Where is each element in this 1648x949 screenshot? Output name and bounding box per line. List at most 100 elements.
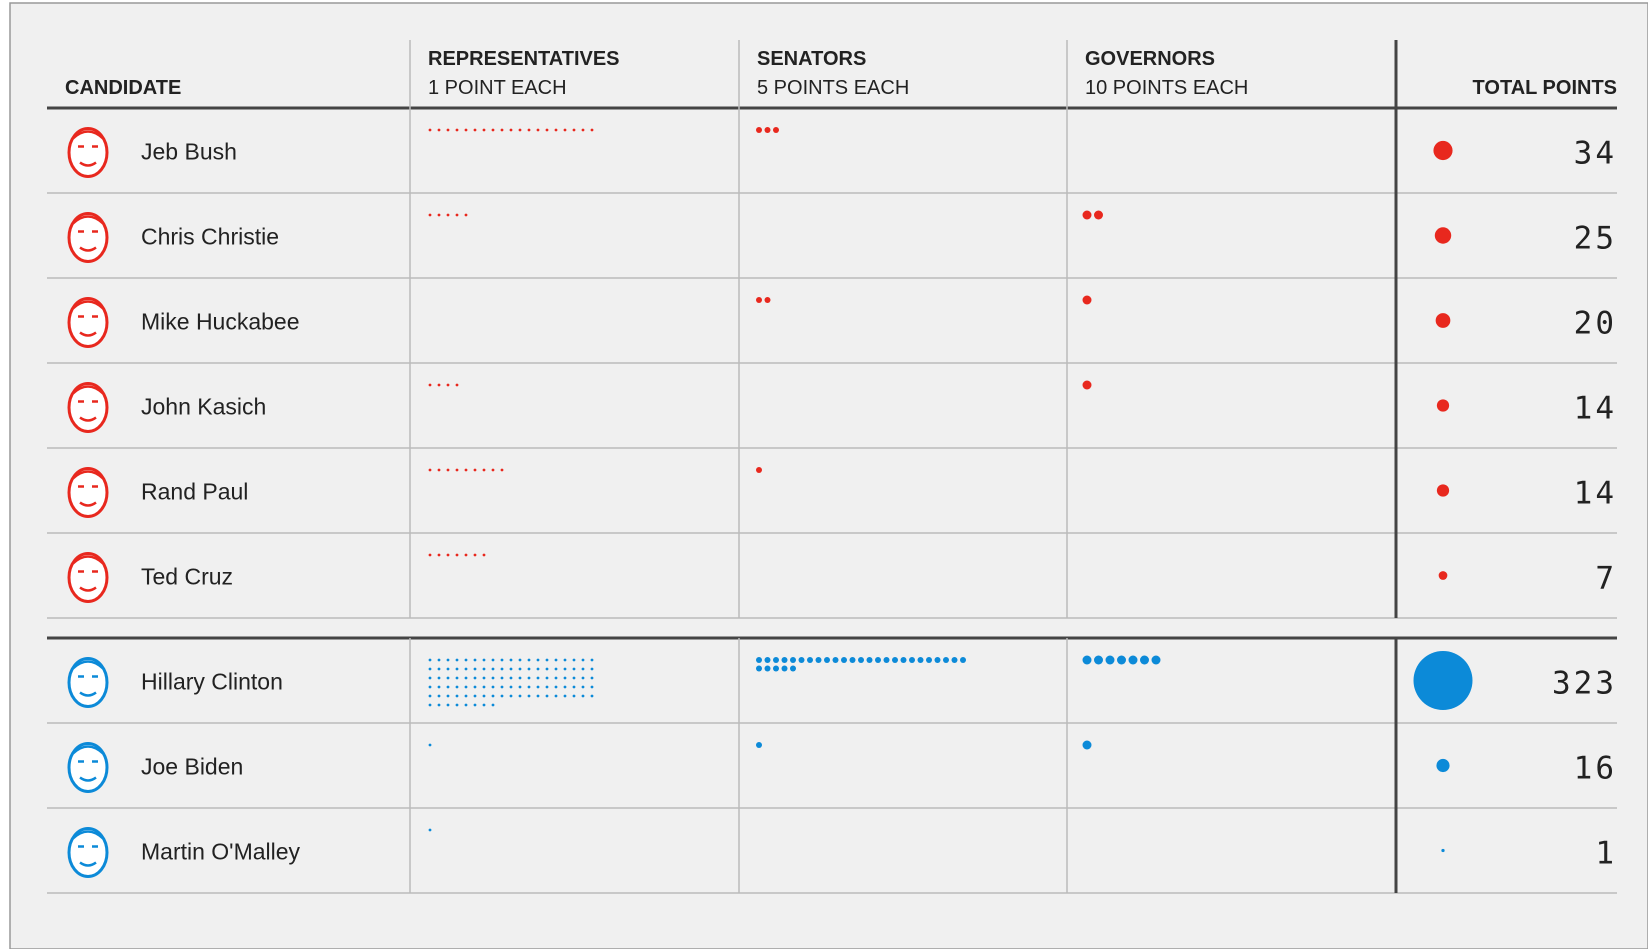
endorsement-dot: [465, 686, 468, 689]
endorsement-dot: [1129, 656, 1138, 665]
endorsement-dot: [483, 129, 486, 132]
endorsement-dot: [510, 668, 513, 671]
endorsement-dot: [1117, 656, 1126, 665]
endorsement-dot: [447, 469, 450, 472]
endorsement-dot: [901, 657, 907, 663]
endorsement-dot: [429, 668, 432, 671]
column-title: CANDIDATE: [65, 77, 181, 99]
endorsement-dot: [483, 686, 486, 689]
endorsement-dot: [1094, 211, 1103, 220]
endorsement-dot: [582, 695, 585, 698]
endorsement-dot: [438, 659, 441, 662]
endorsement-dot: [483, 469, 486, 472]
endorsement-dot: [773, 666, 779, 672]
endorsement-dot: [519, 659, 522, 662]
endorsement-dot: [474, 686, 477, 689]
endorsement-dot: [546, 659, 549, 662]
endorsement-dot: [429, 695, 432, 698]
endorsement-dot: [456, 384, 459, 387]
endorsement-dot: [510, 659, 513, 662]
endorsement-dot: [573, 129, 576, 132]
endorsement-dot: [1106, 656, 1115, 665]
endorsement-dot: [765, 127, 771, 133]
endorsement-dot: [438, 384, 441, 387]
endorsement-dot: [429, 829, 432, 832]
column-title: SENATORS: [757, 48, 866, 70]
endorsement-dot: [555, 668, 558, 671]
endorsement-dot: [528, 686, 531, 689]
column-title: GOVERNORS: [1085, 48, 1215, 70]
total-bubble: [1433, 141, 1452, 160]
endorsement-dot: [447, 554, 450, 557]
endorsement-dot: [519, 686, 522, 689]
endorsement-dot: [591, 686, 594, 689]
endorsement-dot: [465, 695, 468, 698]
endorsement-dot: [537, 659, 540, 662]
endorsement-dot: [447, 668, 450, 671]
total-points: 7: [1595, 561, 1617, 597]
column-subtitle: 5 POINTS EACH: [757, 77, 909, 99]
endorsement-dot: [492, 668, 495, 671]
total-bubble: [1436, 313, 1451, 328]
endorsement-dot: [1140, 656, 1149, 665]
endorsement-dot: [456, 677, 459, 680]
endorsement-dot: [591, 695, 594, 698]
endorsement-dot: [519, 695, 522, 698]
endorsement-dot: [582, 686, 585, 689]
endorsement-dot: [429, 384, 432, 387]
endorsement-dot: [483, 668, 486, 671]
endorsement-dot: [1083, 741, 1092, 750]
endorsement-dot: [1083, 211, 1092, 220]
endorsement-dot: [492, 704, 495, 707]
endorsement-dot: [564, 695, 567, 698]
candidate-name: Mike Huckabee: [141, 309, 300, 335]
column-title: TOTAL POINTS: [1473, 77, 1617, 99]
endorsement-dot: [884, 657, 890, 663]
endorsement-dot: [782, 666, 788, 672]
endorsement-dot: [429, 686, 432, 689]
total-points: 323: [1552, 666, 1617, 702]
endorsement-dot: [519, 668, 522, 671]
endorsement-dot: [456, 554, 459, 557]
endorsement-dot: [438, 469, 441, 472]
candidate-name: Chris Christie: [141, 224, 279, 250]
endorsement-dot: [546, 677, 549, 680]
endorsement-dot: [465, 704, 468, 707]
endorsement-dot: [438, 695, 441, 698]
endorsement-dot: [867, 657, 873, 663]
endorsement-dot: [483, 695, 486, 698]
endorsement-dot: [564, 686, 567, 689]
endorsement-dot: [474, 659, 477, 662]
endorsement-dot: [510, 695, 513, 698]
endorsement-dot: [799, 657, 805, 663]
endorsement-dot: [456, 668, 459, 671]
endorsement-dot: [756, 742, 762, 748]
endorsement-dot: [1083, 656, 1092, 665]
endorsement-dot: [447, 384, 450, 387]
endorsement-dot: [582, 129, 585, 132]
endorsement-dot: [756, 657, 762, 663]
endorsement-dot: [429, 704, 432, 707]
endorsement-dot: [573, 659, 576, 662]
endorsement-dot: [447, 704, 450, 707]
endorsement-dot: [773, 127, 779, 133]
endorsement-dot: [447, 695, 450, 698]
endorsement-dot: [447, 686, 450, 689]
total-points: 1: [1595, 836, 1617, 872]
endorsement-dot: [519, 129, 522, 132]
endorsement-dot: [456, 469, 459, 472]
endorsement-dot: [429, 677, 432, 680]
total-bubble: [1437, 399, 1449, 411]
endorsement-dot: [875, 657, 881, 663]
endorsement-dot: [501, 695, 504, 698]
endorsement-dot: [429, 554, 432, 557]
total-points: 14: [1574, 391, 1617, 427]
endorsement-dot: [501, 686, 504, 689]
endorsement-dot: [850, 657, 856, 663]
endorsement-dot: [474, 695, 477, 698]
endorsement-dot: [573, 677, 576, 680]
endorsement-dot: [546, 686, 549, 689]
endorsement-dot: [528, 695, 531, 698]
endorsement-dot: [492, 677, 495, 680]
endorsement-dot: [573, 686, 576, 689]
